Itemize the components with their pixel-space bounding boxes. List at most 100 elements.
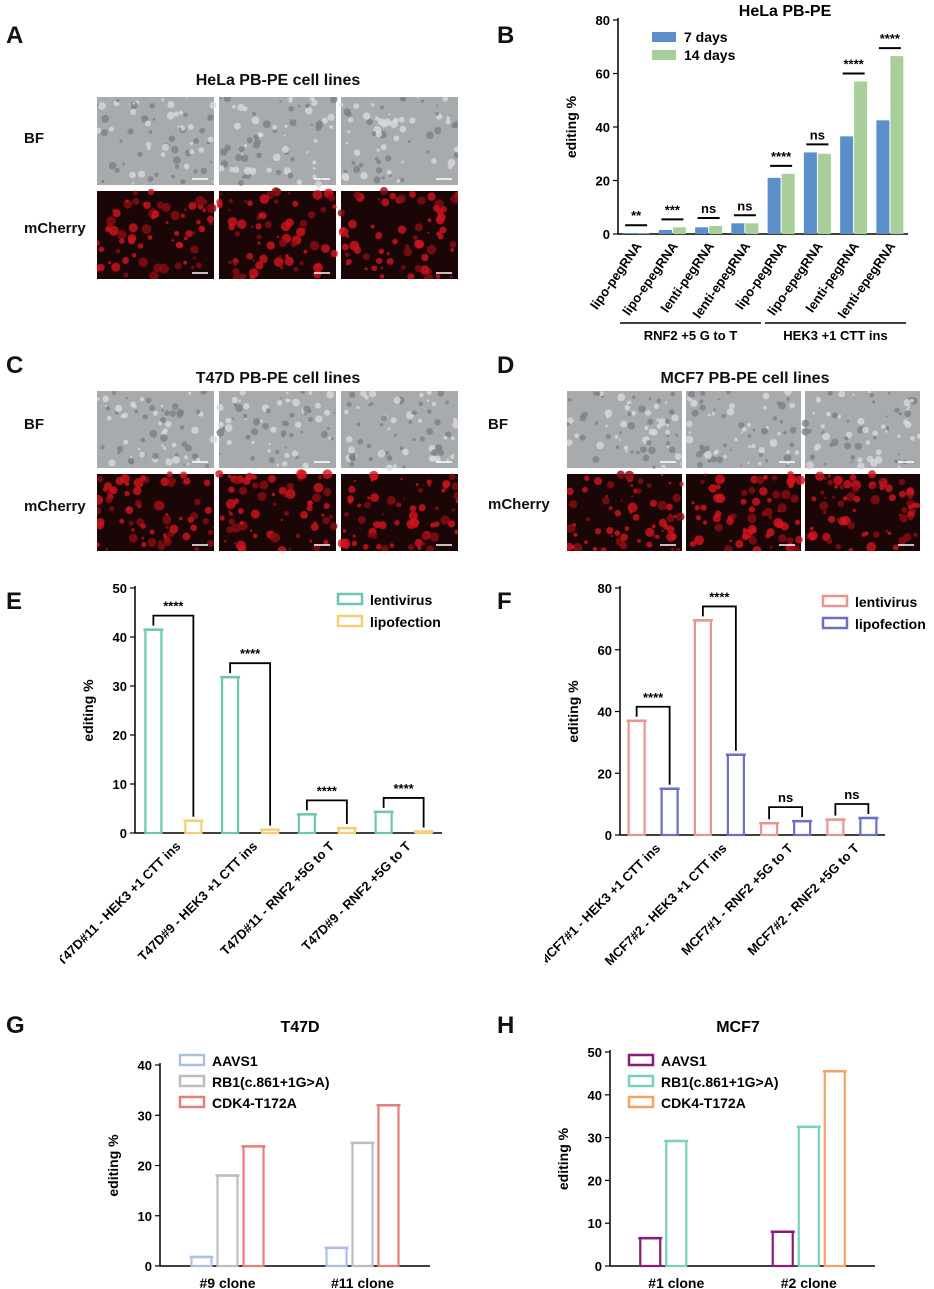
- legend-swatch: [178, 1053, 206, 1067]
- cell: [206, 190, 210, 193]
- cell: [866, 542, 877, 552]
- legend-label: CDK4-T172A: [212, 1095, 297, 1111]
- cell: [132, 534, 137, 539]
- cell: [279, 100, 282, 103]
- cell: [777, 503, 787, 513]
- cell: [132, 197, 140, 205]
- cell: [133, 190, 138, 196]
- cell: [317, 475, 323, 480]
- cell: [227, 474, 232, 478]
- cell: [347, 117, 354, 123]
- cell: [119, 238, 125, 244]
- cell: [140, 475, 146, 481]
- cell: [442, 480, 450, 489]
- cell: [278, 254, 282, 258]
- cell: [356, 422, 361, 427]
- cell: [645, 409, 652, 416]
- cell: [344, 251, 350, 258]
- cell: [285, 398, 290, 403]
- cell: [337, 209, 345, 217]
- cell: [268, 474, 276, 483]
- cell: [98, 246, 105, 253]
- cell: [163, 537, 172, 546]
- cell: [327, 113, 335, 121]
- cell: [183, 208, 187, 212]
- cell: [755, 475, 765, 485]
- cell: [786, 397, 790, 401]
- cell: [272, 502, 277, 506]
- cell: [312, 493, 322, 503]
- cell: [844, 436, 849, 441]
- cell: [440, 515, 450, 525]
- cell: [161, 444, 164, 447]
- cell: [177, 125, 180, 128]
- cell: [418, 488, 423, 493]
- cell: [426, 428, 434, 435]
- cell: [276, 235, 280, 239]
- cell: [370, 224, 375, 229]
- cell: [694, 535, 705, 546]
- cell: [102, 395, 109, 403]
- cell: [271, 124, 278, 131]
- cell: [173, 156, 181, 164]
- cell: [897, 465, 901, 468]
- cell: [101, 114, 110, 123]
- cell: [209, 161, 213, 164]
- cell: [630, 410, 636, 416]
- cell: [308, 391, 313, 395]
- cell: [747, 433, 752, 438]
- cell: [348, 219, 357, 229]
- cell: [592, 547, 597, 552]
- cell: [789, 426, 797, 434]
- cell: [157, 542, 166, 551]
- cell: [154, 172, 159, 177]
- cell: [142, 414, 148, 420]
- y-tick-label: 80: [596, 13, 610, 28]
- cell: [280, 518, 283, 522]
- cell: [897, 453, 900, 456]
- cell: [204, 506, 212, 514]
- cell: [811, 496, 817, 502]
- cell: [700, 479, 705, 484]
- cell: [566, 487, 574, 496]
- cell: [112, 209, 121, 218]
- cell: [419, 392, 424, 398]
- cell: [426, 399, 430, 402]
- mcherry-micrograph: [805, 470, 921, 553]
- cell: [668, 409, 675, 415]
- cell: [865, 440, 871, 445]
- cell: [452, 453, 455, 456]
- cell: [427, 231, 430, 234]
- cell: [445, 118, 451, 125]
- cell: [397, 519, 400, 522]
- cell: [447, 520, 456, 528]
- cell: [348, 485, 356, 494]
- cell: [898, 490, 906, 498]
- cell: [616, 470, 625, 479]
- cell: [275, 449, 280, 455]
- cell: [387, 427, 391, 431]
- cell: [446, 115, 451, 120]
- cell: [296, 179, 303, 185]
- y-tick-label: 30: [588, 1131, 602, 1146]
- cell: [857, 457, 863, 463]
- bf-micrograph: [339, 96, 461, 185]
- cell: [398, 116, 405, 123]
- cell: [614, 509, 622, 517]
- cell: [427, 192, 436, 201]
- cell: [252, 259, 255, 262]
- cell: [186, 462, 190, 466]
- cell: [629, 510, 633, 514]
- panel-letter-e: E: [6, 588, 23, 615]
- cell: [321, 513, 325, 517]
- cell: [382, 513, 385, 516]
- cell: [665, 423, 669, 427]
- cell: [375, 167, 383, 174]
- cell: [171, 238, 174, 242]
- bar: [767, 177, 781, 234]
- bar: [826, 818, 845, 837]
- cell: [408, 511, 418, 521]
- cell: [617, 393, 626, 402]
- cell: [769, 545, 773, 549]
- cell: [360, 390, 367, 397]
